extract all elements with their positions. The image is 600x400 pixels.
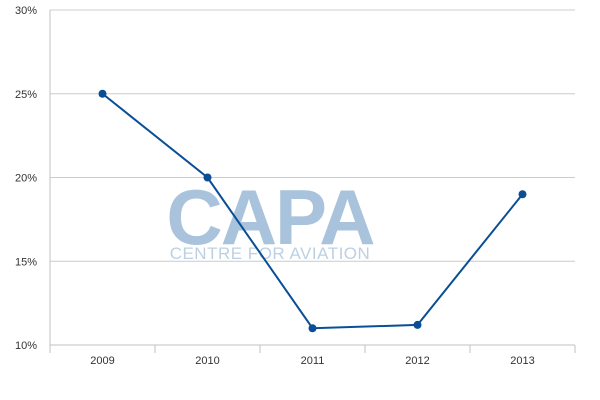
data-point[interactable] [203,173,212,182]
data-point[interactable] [308,324,317,333]
data-point[interactable] [518,190,527,199]
x-tick-label: 2012 [405,355,429,367]
x-tick-label: 2009 [90,355,114,367]
series-group [98,89,527,333]
x-tick-label: 2011 [301,355,325,367]
y-axis-tick-labels: 10% 15% 20% 25% 30% [15,5,37,352]
y-gridlines [50,9,575,262]
watermark-logo: CAPA [166,173,374,261]
data-point[interactable] [98,89,107,98]
y-tick-label: 25% [15,89,37,101]
axes [49,10,575,346]
x-tick-label: 2010 [195,355,219,367]
data-point[interactable] [413,320,422,329]
x-axis-tick-marks [49,345,576,353]
y-tick-label: 15% [15,256,37,268]
x-tick-label: 2013 [510,355,534,367]
x-axis-tick-labels: 2009 2010 2011 2012 2013 [90,355,534,367]
y-tick-label: 20% [15,173,37,185]
y-tick-label: 10% [15,340,37,352]
capa-watermark: CAPA CENTRE FOR AVIATION [166,173,376,263]
watermark-tagline: CENTRE FOR AVIATION [170,244,371,263]
y-tick-label: 30% [15,5,37,17]
